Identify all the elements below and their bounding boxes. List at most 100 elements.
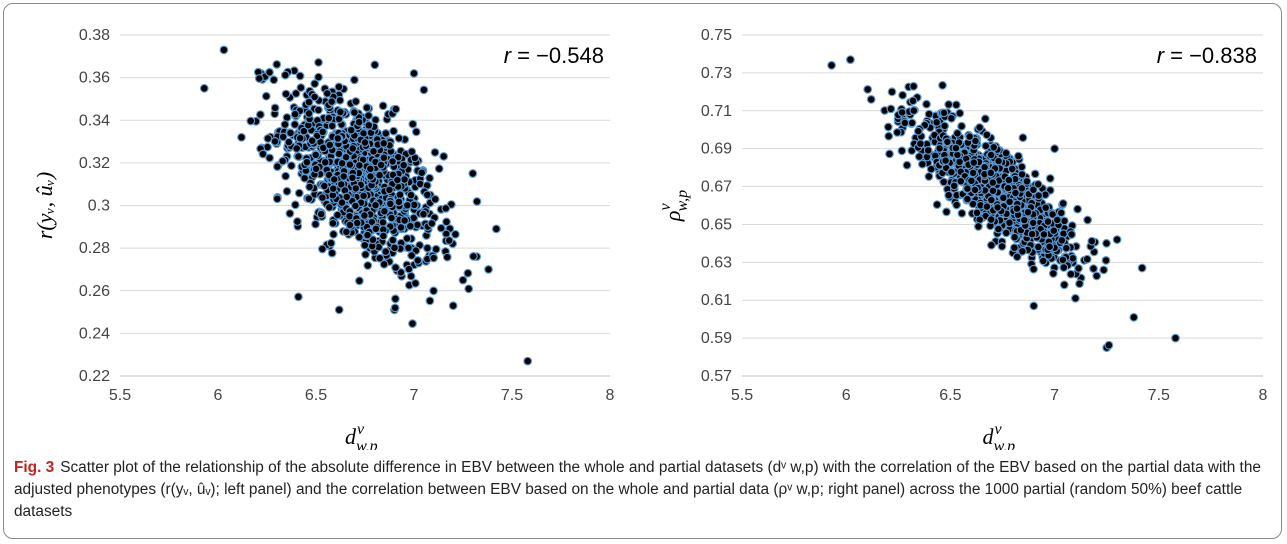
data-point [408, 319, 417, 329]
correlation-annotation: r = −0.838 [1157, 43, 1257, 68]
data-point [352, 218, 362, 228]
data-point [265, 153, 275, 163]
data-point [294, 188, 304, 198]
data-point [953, 128, 962, 138]
data-point [942, 207, 951, 217]
data-point [322, 88, 332, 98]
data-point [1104, 340, 1114, 350]
data-point [444, 236, 454, 245]
data-point [396, 222, 406, 232]
data-point [1073, 204, 1083, 214]
data-point [361, 250, 370, 259]
data-point [389, 126, 399, 136]
y-tick-label: 0.71 [701, 103, 732, 120]
data-point [341, 152, 351, 162]
data-point [425, 296, 435, 306]
data-point [988, 186, 998, 196]
data-point [314, 58, 323, 67]
data-point [396, 268, 406, 277]
data-point [469, 251, 478, 261]
correlation-annotation: r = −0.548 [504, 43, 604, 68]
data-point [1039, 229, 1049, 239]
data-point [1171, 333, 1180, 343]
data-point [304, 194, 314, 204]
data-point [908, 96, 918, 106]
data-point [1018, 133, 1028, 143]
data-point [1060, 216, 1069, 226]
data-point [258, 149, 268, 159]
data-point [1007, 164, 1017, 174]
data-point [1029, 301, 1039, 311]
data-point [278, 156, 288, 166]
data-point [368, 235, 378, 245]
data-point [270, 103, 280, 113]
data-point [491, 224, 501, 234]
y-tick-label: 0.26 [79, 283, 110, 300]
figure-caption: Fig. 3 Scatter plot of the relationship o… [14, 457, 1274, 523]
data-point [351, 97, 361, 106]
data-point [413, 255, 423, 265]
data-point [294, 152, 303, 161]
data-point [379, 138, 389, 148]
data-point [311, 164, 321, 174]
y-tick-label: 0.28 [79, 240, 110, 257]
x-tick-label: 6 [842, 387, 851, 404]
x-tick-label: 6 [214, 387, 223, 404]
data-point [326, 238, 336, 248]
data-point [335, 95, 345, 105]
data-point [388, 156, 398, 166]
data-point [1001, 148, 1011, 158]
data-point [310, 92, 320, 102]
data-point [898, 90, 908, 100]
data-point [909, 81, 919, 91]
data-point [439, 151, 449, 161]
data-point [304, 109, 314, 118]
data-point [376, 160, 386, 170]
data-point [1045, 242, 1055, 252]
data-points [199, 45, 533, 366]
data-point [845, 55, 855, 64]
data-point [975, 123, 985, 132]
data-point [294, 292, 303, 302]
data-point [219, 45, 229, 55]
data-point [318, 244, 327, 254]
data-point [1033, 179, 1043, 189]
data-point [419, 209, 428, 219]
data-point [413, 220, 422, 230]
y-tick-label: 0.34 [79, 112, 110, 129]
data-point [393, 175, 402, 185]
data-point [1137, 263, 1147, 273]
data-point [1102, 238, 1111, 248]
data-point [943, 137, 952, 147]
data-point [1028, 218, 1038, 228]
data-point [371, 224, 381, 234]
data-point [351, 183, 361, 193]
data-point [334, 305, 344, 315]
data-point [390, 303, 400, 313]
data-point [270, 136, 280, 146]
data-point [887, 87, 897, 97]
y-tick-label: 0.22 [79, 368, 110, 385]
data-point [1068, 253, 1078, 263]
data-point [327, 97, 337, 106]
data-point [897, 107, 907, 117]
data-point [314, 105, 323, 115]
y-tick-label: 0.73 [701, 65, 732, 82]
data-point [935, 143, 945, 153]
data-point [404, 264, 414, 274]
data-point [1005, 197, 1015, 207]
data-point [441, 203, 451, 213]
y-tick-label: 0.24 [79, 325, 110, 342]
data-point [924, 172, 934, 181]
data-point [366, 171, 375, 181]
data-point [981, 141, 991, 151]
x-tick-label: 6.5 [939, 387, 961, 404]
data-point [407, 251, 417, 260]
data-point [926, 164, 936, 174]
y-axis-title: ρvw,p [657, 190, 691, 222]
data-point [261, 91, 271, 101]
data-point [463, 268, 473, 278]
data-point [286, 128, 295, 138]
data-point [348, 144, 358, 153]
data-point [451, 229, 460, 239]
